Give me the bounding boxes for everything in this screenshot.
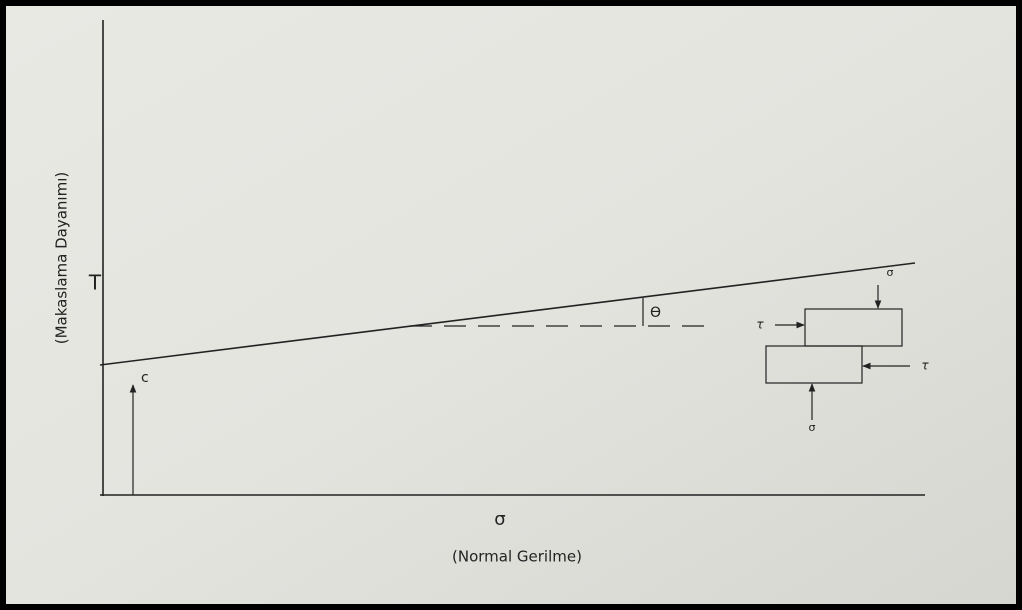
y-axis-title: (Makaslama Dayanımı) [53,172,71,344]
sigma-top-label: σ [887,266,894,279]
cohesion-label: c [141,370,149,386]
x-axis-symbol: σ [494,509,505,530]
lower-block [765,345,863,384]
tau-right-label: τ [921,359,929,373]
y-axis-symbol: T [88,271,102,295]
paper [6,6,1016,604]
angle-label: Ө [650,305,661,321]
x-axis-title: (Normal Gerilme) [452,548,582,566]
tau-left-label: τ [756,318,764,332]
sigma-bottom-label: σ [809,421,816,434]
failure-envelope [99,262,916,366]
